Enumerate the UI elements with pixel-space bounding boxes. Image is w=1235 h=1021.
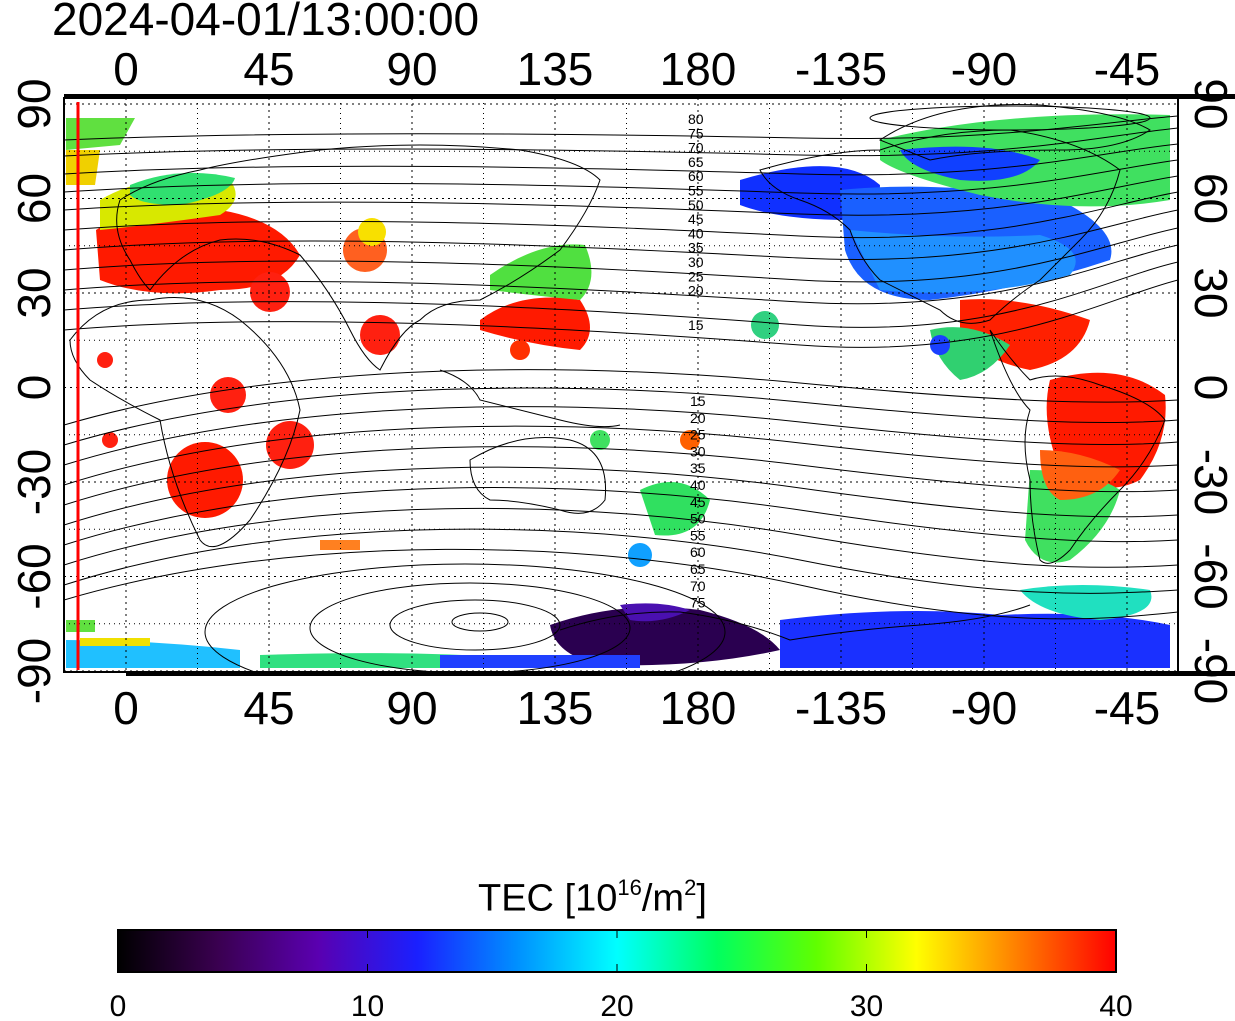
- map-timestamp-title: 2024-04-01/13:00:00: [52, 0, 480, 45]
- contour-label: 55: [690, 527, 706, 543]
- lat-tick-label: -60: [8, 543, 60, 609]
- edge-bar: [698, 94, 841, 99]
- lon-tick-label: 90: [386, 43, 437, 95]
- contour-label: 70: [688, 140, 704, 156]
- lon-tick-label: -90: [951, 43, 1017, 95]
- lon-tick-label: -135: [795, 682, 887, 734]
- lat-tick-label: 60: [1185, 173, 1235, 224]
- coastlines: [69, 103, 1166, 641]
- lon-tick-label: 90: [386, 682, 437, 734]
- lon-tick-label: 135: [517, 43, 594, 95]
- edge-bar: [841, 671, 984, 676]
- colorbar-title: TEC [1016/m2]: [478, 875, 707, 920]
- contour-label: 60: [690, 544, 706, 560]
- longitude-ticks-bottom: 0 45 90 135 180 -135 -90 -45: [113, 682, 1160, 734]
- lon-tick-label: 0: [113, 682, 139, 734]
- lon-tick-label: 135: [517, 682, 594, 734]
- edge-bar: [126, 671, 269, 676]
- lon-tick-label: -135: [795, 43, 887, 95]
- contour-label: 70: [690, 578, 706, 594]
- edge-bar: [64, 94, 126, 99]
- lon-tick-label: 45: [243, 682, 294, 734]
- contour-label: 55: [688, 183, 704, 199]
- axis-edge-bars: [64, 94, 1235, 676]
- lat-tick-label: -90: [1185, 638, 1235, 704]
- lat-lon-grid: [64, 98, 1178, 672]
- contour-label: 30: [690, 443, 706, 459]
- lon-tick-label: -45: [1094, 43, 1160, 95]
- edge-bar: [984, 94, 1127, 99]
- lat-tick-label: 90: [8, 78, 60, 129]
- contour-label: 35: [690, 460, 706, 476]
- lat-tick-label: 30: [1185, 267, 1235, 318]
- contour-label: 35: [688, 240, 704, 256]
- colorbar-tick-label: 20: [600, 990, 633, 1021]
- colorbar-tick-label: 40: [1099, 990, 1132, 1021]
- edge-bar: [269, 94, 412, 99]
- lat-tick-label: 90: [1185, 78, 1235, 129]
- colorbar-tick-label: 0: [110, 990, 127, 1021]
- contour-label: 75: [690, 595, 706, 611]
- contour-label: 20: [688, 283, 704, 299]
- lat-tick-label: 30: [8, 267, 60, 318]
- contour-label: 75: [688, 125, 704, 141]
- contour-label: 25: [688, 268, 704, 284]
- lon-tick-label: -45: [1094, 682, 1160, 734]
- edge-bar: [412, 94, 555, 99]
- contour-label: 60: [688, 168, 704, 184]
- longitude-ticks-top: 0 45 90 135 180 -135 -90 -45: [113, 43, 1160, 95]
- lon-tick-label: 45: [243, 43, 294, 95]
- colorbar-ticks: 0 10 20 30 40: [110, 930, 1133, 1021]
- contour-label: 40: [688, 225, 704, 241]
- contour-label: 25: [690, 427, 706, 443]
- lat-tick-label: 60: [8, 173, 60, 224]
- edge-bar: [1127, 671, 1235, 676]
- contour-label: 45: [690, 494, 706, 510]
- contour-label: 15: [688, 317, 704, 333]
- lat-tick-label: 0: [1185, 375, 1235, 401]
- edge-bar: [412, 671, 555, 676]
- lat-tick-label: -60: [1185, 543, 1235, 609]
- contour-label: 45: [688, 211, 704, 227]
- contour-label: 20: [690, 410, 706, 426]
- edge-bar: [555, 671, 698, 676]
- contour-label: 80: [688, 111, 704, 127]
- lon-tick-label: 180: [660, 682, 737, 734]
- lat-tick-label: -90: [8, 638, 60, 704]
- latitude-ticks-right: 90 60 30 0 -30 -60 -90: [1185, 78, 1235, 704]
- edge-bar: [1127, 94, 1235, 99]
- colorbar-tick-label: 10: [351, 990, 384, 1021]
- contour-label: 65: [688, 154, 704, 170]
- edge-bar: [698, 671, 841, 676]
- edge-bar: [984, 671, 1127, 676]
- edge-bar: [126, 94, 269, 99]
- lat-tick-label: -30: [8, 449, 60, 515]
- edge-bar: [555, 94, 698, 99]
- lon-tick-label: 180: [660, 43, 737, 95]
- contour-label: 50: [688, 197, 704, 213]
- latitude-ticks-left: 90 60 30 0 -30 -60 -90: [8, 78, 60, 704]
- lat-tick-label: -30: [1185, 449, 1235, 515]
- tec-data-patches: [66, 114, 1170, 668]
- magnetic-latitude-contours: [64, 105, 1178, 672]
- colorbar-tick-label: 30: [850, 990, 883, 1021]
- contour-label: 50: [690, 511, 706, 527]
- lon-tick-label: 0: [113, 43, 139, 95]
- contour-label: 65: [690, 561, 706, 577]
- edge-bar: [269, 671, 412, 676]
- contour-label: 40: [690, 477, 706, 493]
- edge-bar: [841, 94, 984, 99]
- lon-tick-label: -90: [951, 682, 1017, 734]
- contour-label: 15: [690, 393, 706, 409]
- lat-tick-label: 0: [8, 375, 60, 401]
- contour-label: 30: [688, 254, 704, 270]
